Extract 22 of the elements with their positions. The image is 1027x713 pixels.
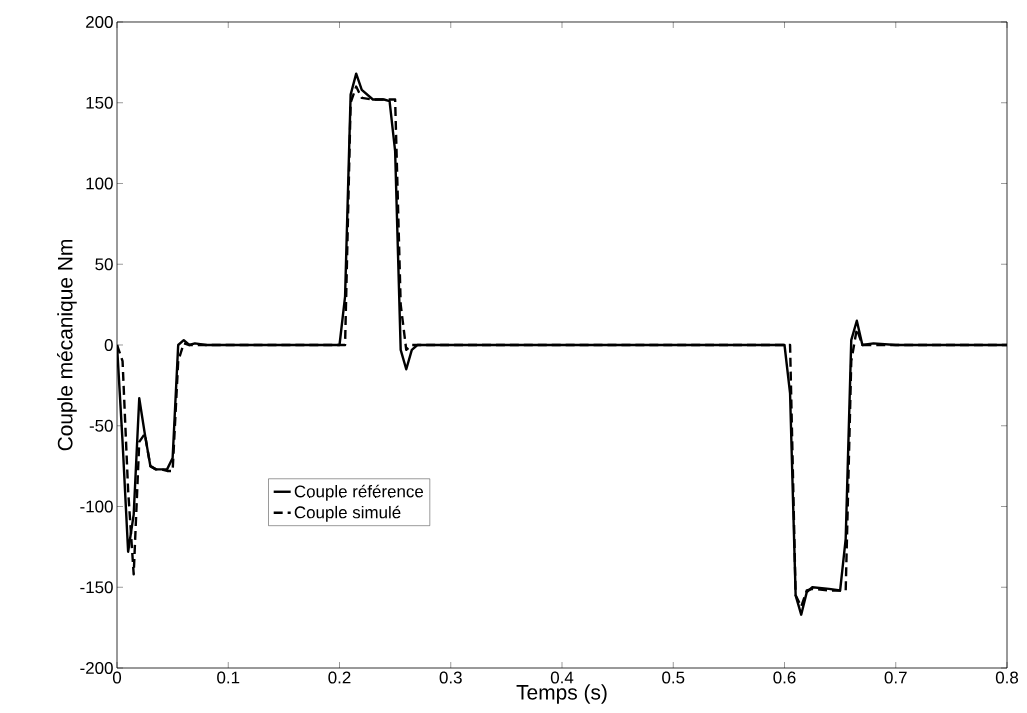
x-axis-title: Temps (s) <box>516 684 607 704</box>
x-tick-label: 0.4 <box>550 671 574 684</box>
x-tick-label: 0.6 <box>773 671 796 684</box>
y-tick-label: -100 <box>80 500 113 513</box>
x-tick-label: 0.1 <box>217 671 240 684</box>
x-tick-label: 0.3 <box>439 671 462 684</box>
y-tick-label: -50 <box>89 419 113 432</box>
legend-label: Couple référence <box>294 484 424 501</box>
y-tick-label: 100 <box>86 177 113 190</box>
y-tick-label: 0 <box>104 339 113 351</box>
y-tick-label: -150 <box>80 581 113 594</box>
y-axis-title: Couple mécanique Nm <box>56 240 77 451</box>
y-tick-label: 50 <box>95 258 113 271</box>
x-tick-label: 0.5 <box>662 671 685 684</box>
legend-label: Couple simulé <box>294 505 401 522</box>
y-tick-label: 200 <box>86 16 113 28</box>
y-tick-label: -200 <box>80 662 113 674</box>
x-tick-label: 0 <box>112 671 122 684</box>
x-tick-label: 0.2 <box>328 671 351 684</box>
y-tick-label: 150 <box>86 96 113 109</box>
x-tick-label: 0.8 <box>995 671 1019 684</box>
x-tick-label: 0.7 <box>884 671 907 684</box>
